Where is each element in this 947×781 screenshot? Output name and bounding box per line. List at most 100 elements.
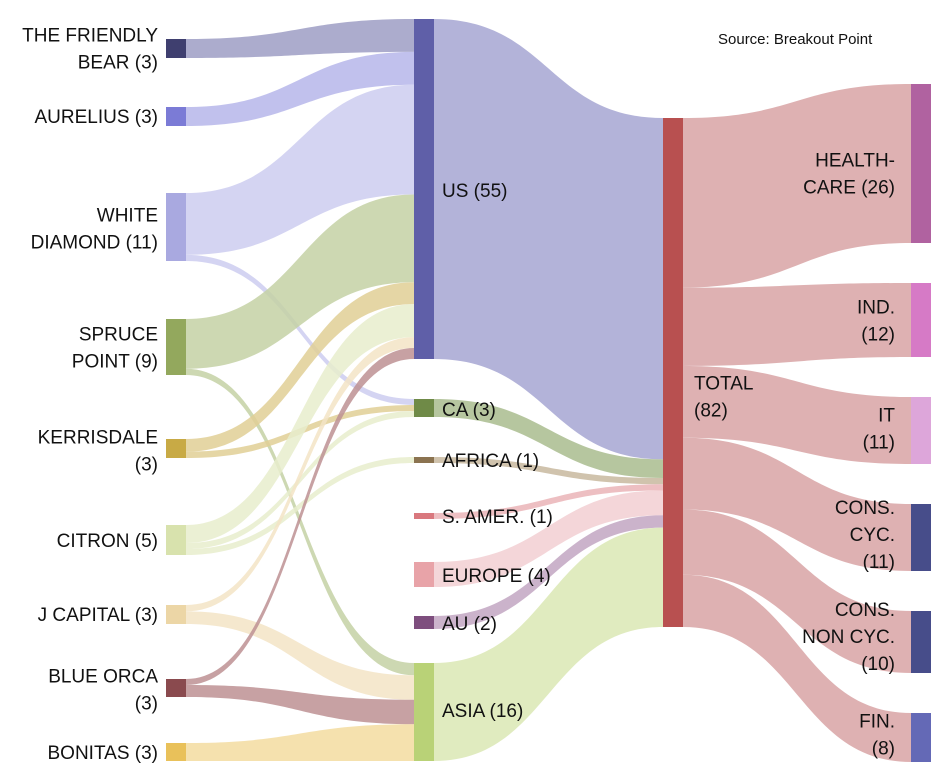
- label-bo-line: BLUE ORCA: [48, 667, 158, 688]
- node-bon: [166, 743, 186, 761]
- label-tfb: THE FRIENDLY BEAR (3): [22, 26, 158, 74]
- label-au: AU (2): [442, 614, 497, 635]
- flow-asia-total: [434, 527, 663, 761]
- label-cnc: CONS. NON CYC. (10): [802, 600, 895, 675]
- node-us: [414, 19, 434, 359]
- node-wd: [166, 193, 186, 261]
- label-asia: ASIA (16): [442, 701, 523, 722]
- label-hc-line: HEALTH-: [815, 151, 895, 172]
- label-us: US (55): [442, 181, 507, 202]
- label-cnc-line: NON CYC.: [802, 627, 895, 648]
- label-hc-line: CARE (26): [803, 178, 895, 199]
- flow-au-total: [434, 515, 663, 629]
- flow-sam-total: [434, 484, 663, 519]
- flow-wd-ca: [186, 254, 414, 405]
- node-sp: [166, 319, 186, 375]
- label-bo-line: (3): [135, 694, 158, 715]
- label-wd: WHITE DIAMOND (11): [31, 206, 158, 254]
- label-cit-line: CITRON (5): [57, 531, 158, 552]
- label-cc-line: CYC.: [850, 525, 895, 546]
- node-jc: [166, 605, 186, 624]
- label-sp: SPRUCE POINT (9): [72, 325, 158, 373]
- flow-total-it: [683, 365, 911, 464]
- node-af: [414, 457, 434, 463]
- labels-layer: THE FRIENDLY BEAR (3) AURELIUS (3) WHITE DIA…: [22, 26, 895, 765]
- label-ker-line: (3): [135, 455, 158, 476]
- flow-sp-asia: [186, 368, 414, 676]
- node-fin: [911, 713, 931, 762]
- flow-us-total: [434, 19, 663, 460]
- label-sp-line: POINT (9): [72, 352, 158, 373]
- node-sam: [414, 513, 434, 519]
- label-total-line: TOTAL: [694, 374, 753, 395]
- flow-total-ind: [683, 283, 911, 366]
- label-af: AFRICA (1): [442, 451, 539, 472]
- flow-total-hc: [683, 84, 911, 288]
- node-eu: [414, 562, 434, 587]
- label-total: TOTAL (82): [694, 374, 753, 422]
- label-ker-line: KERRISDALE: [38, 428, 158, 449]
- label-fin: FIN. (8): [859, 712, 895, 760]
- node-total: [663, 118, 683, 627]
- label-it: IT (11): [863, 406, 896, 454]
- flow-ker-us: [186, 282, 414, 452]
- flow-total-fin: [683, 574, 911, 762]
- label-cit: CITRON (5): [57, 531, 158, 552]
- label-cc-line: CONS.: [835, 498, 895, 519]
- flow-jc-asia: [186, 611, 414, 700]
- label-sam: S. AMER. (1): [442, 507, 553, 528]
- label-bon: BONITAS (3): [48, 743, 159, 764]
- label-wd-line: DIAMOND (11): [31, 233, 158, 254]
- flow-af-total: [434, 457, 663, 485]
- flow-sp-us: [186, 194, 414, 369]
- node-asia: [414, 663, 434, 761]
- label-fin-line: FIN.: [859, 712, 895, 733]
- flow-total-cnc: [683, 509, 911, 673]
- label-aur: AURELIUS (3): [34, 107, 158, 128]
- node-hc: [911, 84, 931, 243]
- flow-total-cc: [683, 437, 911, 571]
- label-bo: BLUE ORCA (3): [48, 667, 158, 715]
- flow-cit-af: [186, 457, 414, 555]
- node-bo: [166, 679, 186, 697]
- label-cnc-line: (10): [861, 654, 895, 675]
- flows-layer: [186, 19, 911, 762]
- flow-ca-total: [434, 399, 663, 479]
- flow-bo-asia: [186, 685, 414, 725]
- label-jc: J CAPITAL (3): [38, 605, 158, 626]
- label-ind: IND. (12): [857, 298, 895, 346]
- node-tfb: [166, 39, 186, 58]
- label-ca: CA (3): [442, 400, 496, 421]
- node-ca: [414, 399, 434, 417]
- flow-bon-asia: [186, 724, 414, 761]
- node-cc: [911, 504, 931, 571]
- nodes-layer: [166, 19, 931, 762]
- label-tfb-line: THE FRIENDLY: [22, 26, 158, 47]
- flow-cit-us: [186, 304, 414, 543]
- label-cc-line: (11): [863, 552, 895, 573]
- flow-aur-us: [186, 51, 414, 126]
- flow-jc-us: [186, 337, 414, 612]
- label-it-line: IT: [878, 406, 895, 427]
- node-ker: [166, 439, 186, 458]
- label-total-line: (82): [694, 401, 728, 422]
- label-eu: EUROPE (4): [442, 566, 551, 587]
- flow-wd-us: [186, 84, 414, 255]
- label-ind-line: (12): [861, 325, 895, 346]
- label-aur-line: AURELIUS (3): [34, 107, 158, 128]
- label-bon-line: BONITAS (3): [48, 743, 159, 764]
- label-it-line: (11): [863, 433, 895, 454]
- flow-bo-us: [186, 348, 414, 685]
- label-sp-line: SPRUCE: [79, 325, 158, 346]
- source-note: Source: Breakout Point: [718, 31, 873, 48]
- label-jc-line: J CAPITAL (3): [38, 605, 158, 626]
- label-tfb-line: BEAR (3): [78, 53, 158, 74]
- node-ind: [911, 283, 931, 357]
- node-aur: [166, 107, 186, 126]
- node-it: [911, 397, 931, 464]
- node-au: [414, 616, 434, 629]
- flow-cit-ca: [186, 411, 414, 549]
- label-fin-line: (8): [872, 739, 895, 760]
- flow-eu-total: [434, 490, 663, 587]
